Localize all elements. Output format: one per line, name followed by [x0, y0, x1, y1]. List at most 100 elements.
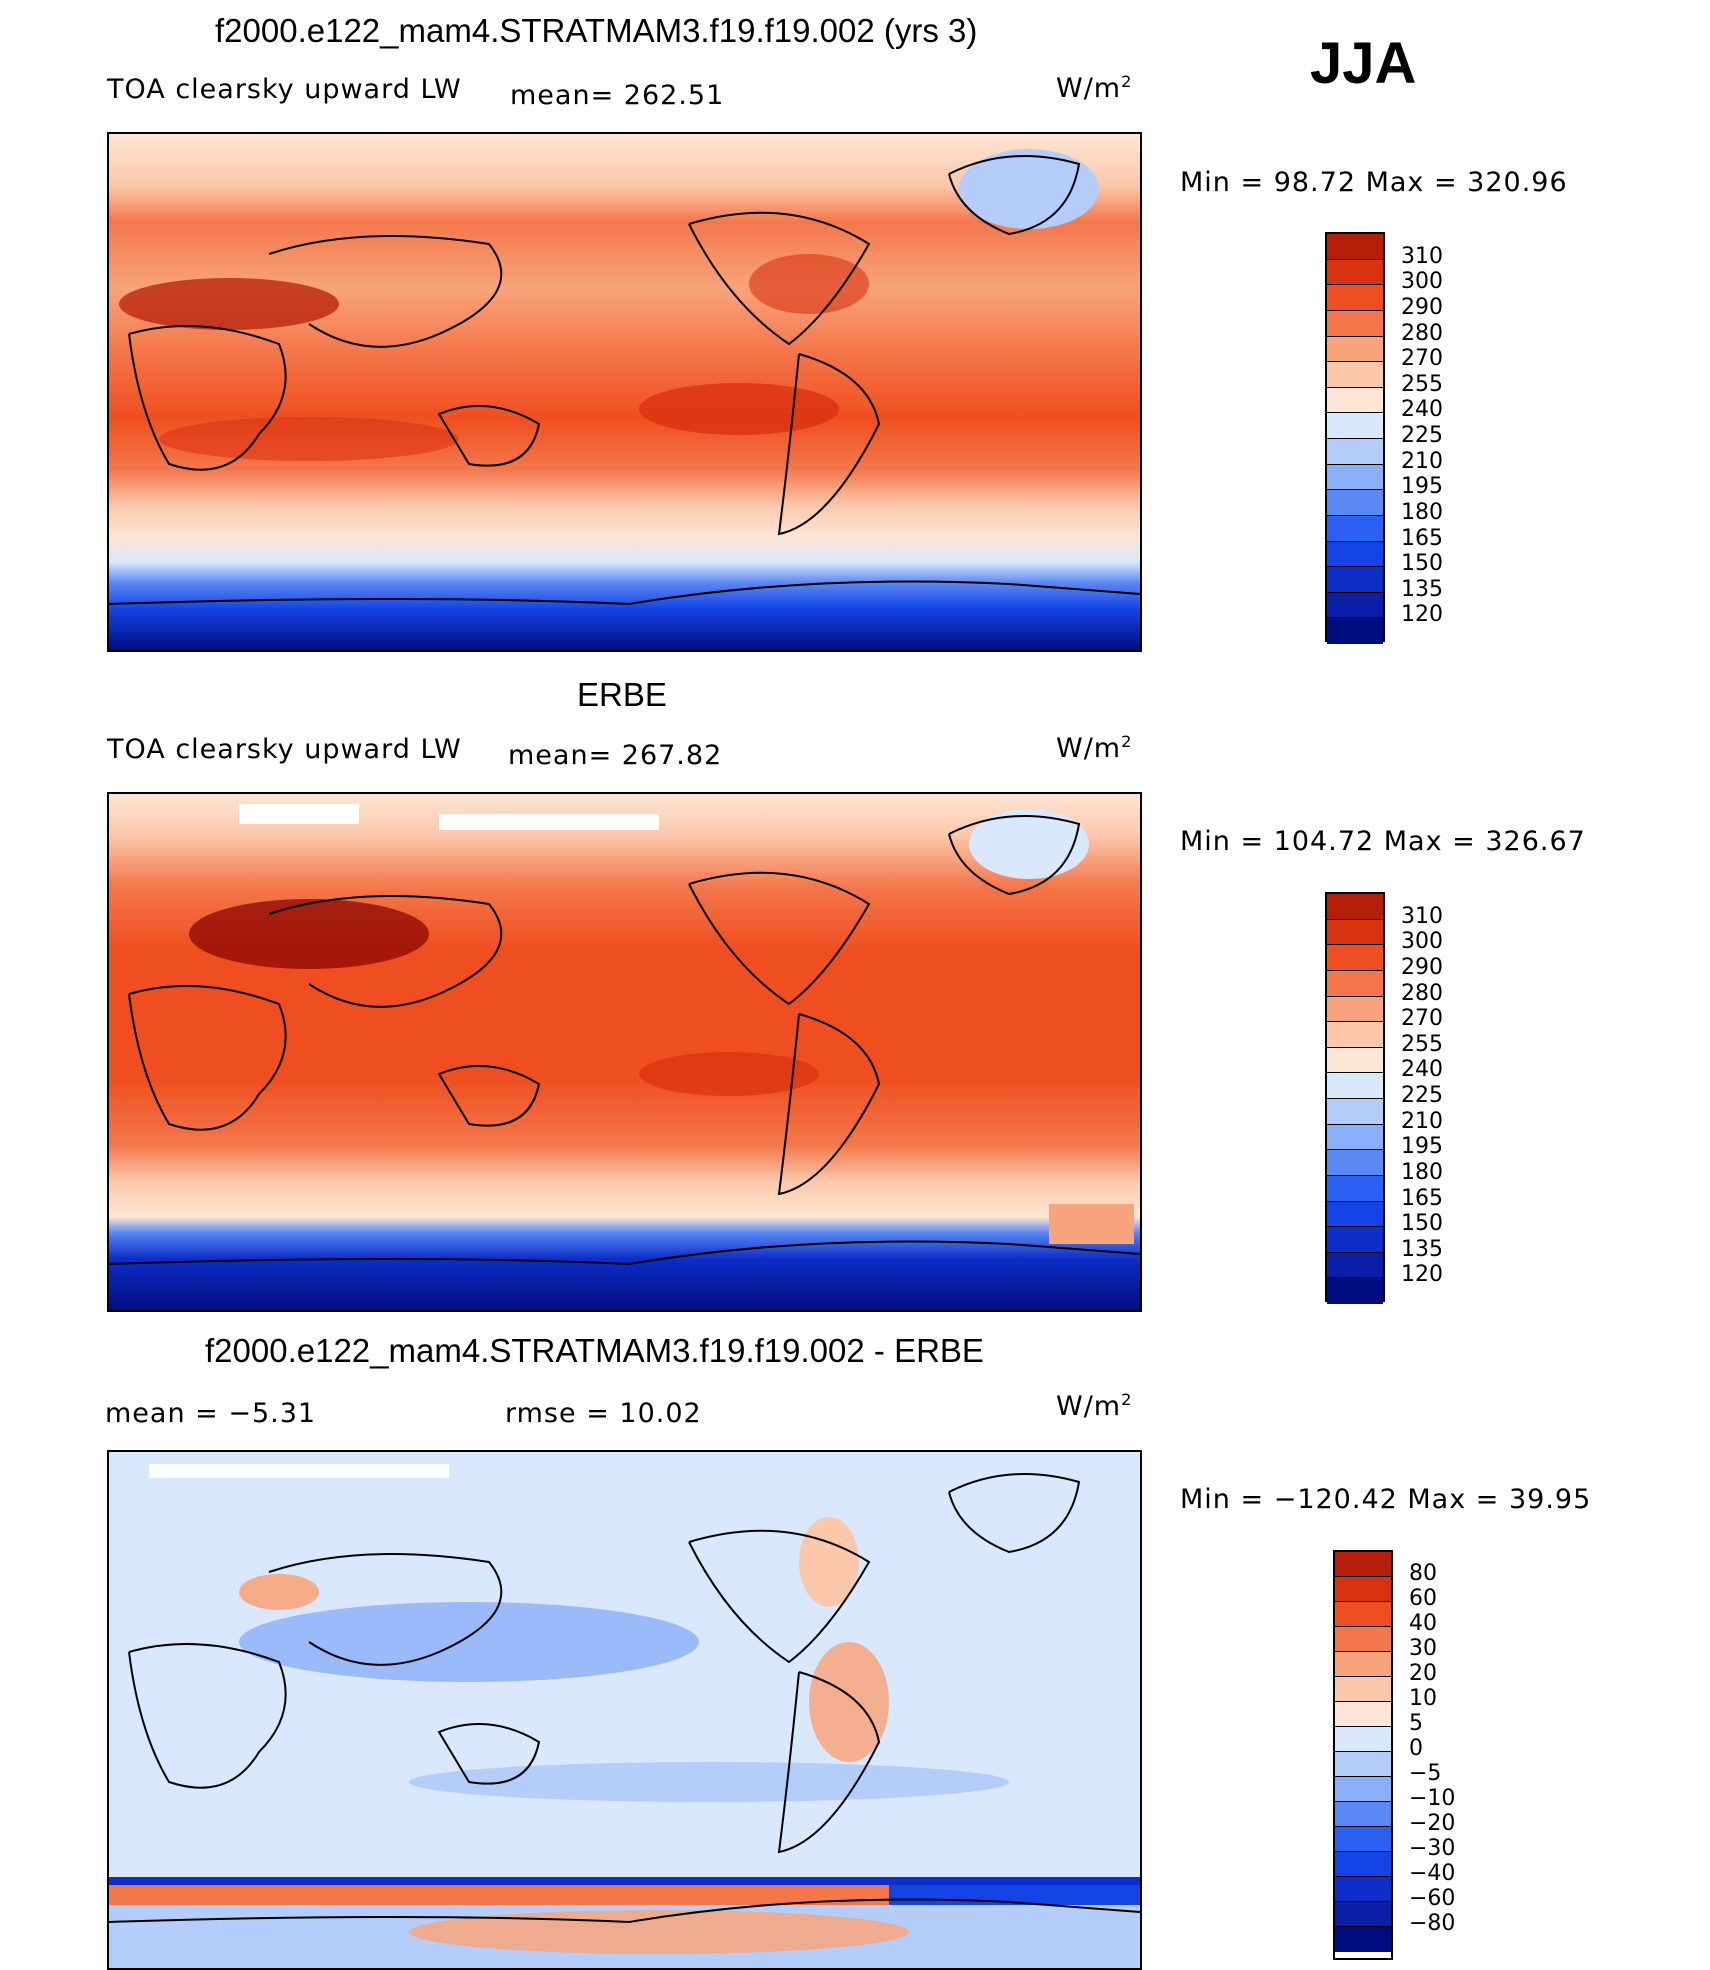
panel2-missing-data-1	[239, 804, 359, 824]
colorbar-tick-label: 165	[1401, 525, 1443, 551]
panel3-warm-bias-north-america	[799, 1517, 859, 1607]
panel2-sahara-hotspot	[189, 899, 429, 969]
colorbar-tick-label: 30	[1409, 1636, 1437, 1661]
colorbar-swatch	[1327, 439, 1383, 465]
colorbar-tick-label: 135	[1401, 576, 1443, 602]
colorbar-tick-label: 210	[1401, 1108, 1443, 1134]
panel1-north-america-hotspot	[749, 254, 869, 314]
panel2-greenland	[969, 809, 1089, 879]
colorbar-swatch	[1327, 996, 1383, 1023]
colorbar-swatch	[1335, 1877, 1391, 1902]
colorbar-swatch	[1327, 336, 1383, 363]
colorbar-swatch	[1327, 919, 1383, 946]
panel2-colorbar	[1325, 892, 1385, 1304]
panel1-minmax: Min = 98.72 Max = 320.96	[1180, 167, 1568, 198]
colorbar-tick-label: 255	[1401, 371, 1443, 397]
panel3-map-svg	[109, 1452, 1140, 1968]
panel1-map-svg	[109, 134, 1140, 650]
colorbar-tick-label: 120	[1401, 602, 1443, 628]
colorbar-tick-label: −10	[1409, 1786, 1456, 1811]
colorbar-tick-label: 240	[1401, 397, 1443, 423]
colorbar-swatch	[1327, 515, 1383, 542]
colorbar-swatch	[1327, 413, 1383, 439]
colorbar-swatch	[1327, 387, 1383, 414]
panel1-map	[107, 132, 1142, 652]
panel3-mean-label: mean = −5.31	[105, 1398, 317, 1429]
panel3-southern-ocean-warm-band	[109, 1885, 889, 1905]
colorbar-swatch	[1335, 1577, 1391, 1602]
colorbar-tick-label: 0	[1409, 1736, 1423, 1761]
colorbar-tick-label: 270	[1401, 1006, 1443, 1032]
panel3-cold-bias-asia	[239, 1602, 699, 1682]
colorbar-swatch	[1327, 1175, 1383, 1202]
panel1-title: f2000.e122_mam4.STRATMAM3.f19.f19.002 (y…	[215, 12, 978, 49]
colorbar-swatch	[1327, 1022, 1383, 1048]
season-label: JJA	[1310, 31, 1417, 96]
panel1-sahara-hotspot	[119, 278, 339, 330]
colorbar-swatch	[1327, 970, 1383, 997]
colorbar-swatch	[1327, 1047, 1383, 1074]
panel2-missing-data-2	[439, 814, 659, 830]
colorbar-tick-label: −80	[1409, 1911, 1456, 1936]
colorbar-tick-label: 180	[1401, 1159, 1443, 1185]
colorbar-swatch	[1327, 362, 1383, 388]
colorbar-swatch	[1327, 541, 1383, 568]
colorbar-tick-label: −5	[1409, 1761, 1442, 1786]
colorbar-swatch	[1327, 1252, 1383, 1279]
colorbar-tick-label: 300	[1401, 929, 1443, 955]
colorbar-swatch	[1327, 592, 1383, 619]
colorbar-swatch	[1327, 285, 1383, 311]
colorbar-swatch	[1335, 1902, 1391, 1927]
colorbar-swatch	[1327, 259, 1383, 286]
colorbar-tick-label: 165	[1401, 1185, 1443, 1211]
colorbar-tick-label: 270	[1401, 346, 1443, 372]
colorbar-swatch	[1327, 567, 1383, 593]
colorbar-swatch	[1327, 945, 1383, 971]
panel1-indian-ocean-band	[159, 417, 459, 461]
colorbar-tick-label: 300	[1401, 269, 1443, 295]
colorbar-swatch	[1335, 1727, 1391, 1752]
panel3-units: W/m2	[1056, 1390, 1133, 1422]
colorbar-swatch	[1327, 234, 1383, 260]
panel3-map	[107, 1450, 1142, 1970]
colorbar-swatch	[1327, 464, 1383, 491]
panel1-mean-label: mean= 262.51	[510, 80, 725, 111]
panel2-minmax: Min = 104.72 Max = 326.67	[1180, 826, 1586, 857]
colorbar-swatch	[1327, 1278, 1383, 1304]
colorbar-tick-label: 150	[1401, 551, 1443, 577]
colorbar-tick-label: 40	[1409, 1611, 1437, 1636]
colorbar-tick-label: 150	[1401, 1211, 1443, 1237]
panel1-variable-label: TOA clearsky upward LW	[107, 74, 462, 105]
panel3-coastlines	[109, 1473, 1140, 1924]
colorbar-tick-label: 20	[1409, 1661, 1437, 1686]
panel3-warm-bias-south-america	[809, 1642, 889, 1762]
colorbar-tick-label: 180	[1401, 499, 1443, 525]
colorbar-tick-label: 255	[1401, 1031, 1443, 1057]
colorbar-swatch	[1335, 1702, 1391, 1727]
panel2-mean-label: mean= 267.82	[508, 740, 723, 771]
colorbar-swatch	[1327, 490, 1383, 516]
panel1-east-pacific-band	[639, 383, 839, 435]
colorbar-tick-label: 195	[1401, 1134, 1443, 1160]
panel3-antarctic-warm-bias	[409, 1910, 909, 1954]
colorbar-tick-label: 225	[1401, 423, 1443, 448]
colorbar-tick-label: 290	[1401, 954, 1443, 980]
colorbar-tick-label: 240	[1401, 1057, 1443, 1083]
colorbar-tick-label: −30	[1409, 1836, 1456, 1861]
colorbar-swatch	[1335, 1802, 1391, 1827]
colorbar-tick-label: 195	[1401, 474, 1443, 500]
colorbar-swatch	[1327, 1099, 1383, 1125]
panel3-warm-bias-africa	[239, 1574, 319, 1610]
colorbar-swatch	[1335, 1827, 1391, 1852]
colorbar-tick-label: −20	[1409, 1811, 1456, 1836]
panel3-colorbar	[1333, 1550, 1393, 1960]
colorbar-swatch	[1335, 1777, 1391, 1802]
colorbar-swatch	[1327, 894, 1383, 920]
panel2-antarctic-warm-patch	[1049, 1204, 1134, 1244]
panel1-units: W/m2	[1056, 72, 1133, 104]
colorbar-tick-label: 310	[1401, 243, 1443, 269]
colorbar-swatch	[1335, 1602, 1391, 1627]
colorbar-tick-label: 80	[1409, 1561, 1437, 1586]
colorbar-swatch	[1335, 1677, 1391, 1702]
colorbar-swatch	[1327, 1073, 1383, 1099]
